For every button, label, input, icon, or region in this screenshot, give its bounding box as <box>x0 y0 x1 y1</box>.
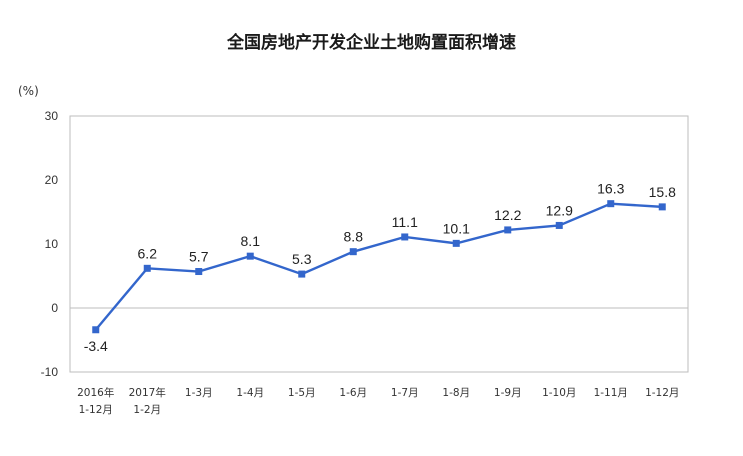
y-axis-unit: (%) <box>18 84 39 98</box>
x-tick-label: 1-6月 <box>339 387 367 399</box>
data-label: 8.8 <box>344 229 364 245</box>
data-point-marker <box>607 200 615 208</box>
x-tick-label: 1-8月 <box>442 387 470 399</box>
x-tick-label: 2016年 <box>77 386 114 399</box>
data-point-marker <box>658 203 666 211</box>
chart-title: 全国房地产开发企业土地购置面积增速 <box>227 33 516 53</box>
data-point-marker <box>298 270 306 278</box>
data-label: 11.1 <box>392 214 418 230</box>
x-tick-label: 1-12月 <box>79 404 113 416</box>
y-tick-label: 0 <box>51 301 58 315</box>
data-label: 5.3 <box>292 251 312 267</box>
data-point-marker <box>349 248 357 256</box>
x-tick-label: 1-12月 <box>645 387 679 399</box>
plot-area <box>69 115 689 373</box>
data-label: 15.8 <box>649 184 676 200</box>
x-tick-label: 1-2月 <box>133 404 161 416</box>
data-label: -3.4 <box>84 338 108 354</box>
x-tick-label: 1-5月 <box>288 387 316 399</box>
data-point-marker <box>401 233 409 241</box>
x-tick-label: 1-11月 <box>594 387 628 399</box>
data-point-marker <box>555 221 563 229</box>
x-tick-label: 2017年 <box>129 386 166 399</box>
x-tick-label: 1-9月 <box>494 387 522 399</box>
data-label: 12.9 <box>546 202 573 218</box>
data-label: 10.1 <box>443 220 470 236</box>
x-tick-label: 1-3月 <box>185 387 213 399</box>
data-point-marker <box>195 268 203 276</box>
x-tick-label: 1-4月 <box>236 387 264 399</box>
data-point-marker <box>452 239 460 247</box>
x-tick-label: 1-7月 <box>391 387 419 399</box>
data-point-marker <box>92 326 100 334</box>
data-point-marker <box>504 226 512 234</box>
data-label: 16.3 <box>597 181 624 197</box>
data-point-marker <box>246 252 254 260</box>
data-label: 6.2 <box>138 245 158 261</box>
series-line <box>94 202 663 331</box>
data-point-marker <box>143 264 151 272</box>
data-label: 5.7 <box>189 249 209 265</box>
data-label: 12.2 <box>494 207 521 223</box>
x-tick-label: 1-10月 <box>542 387 576 399</box>
y-tick-label: -10 <box>41 365 59 379</box>
y-tick-label: 30 <box>45 109 59 123</box>
y-tick-label: 10 <box>45 237 59 251</box>
y-tick-label: 20 <box>45 173 59 187</box>
data-label: 8.1 <box>241 233 261 249</box>
